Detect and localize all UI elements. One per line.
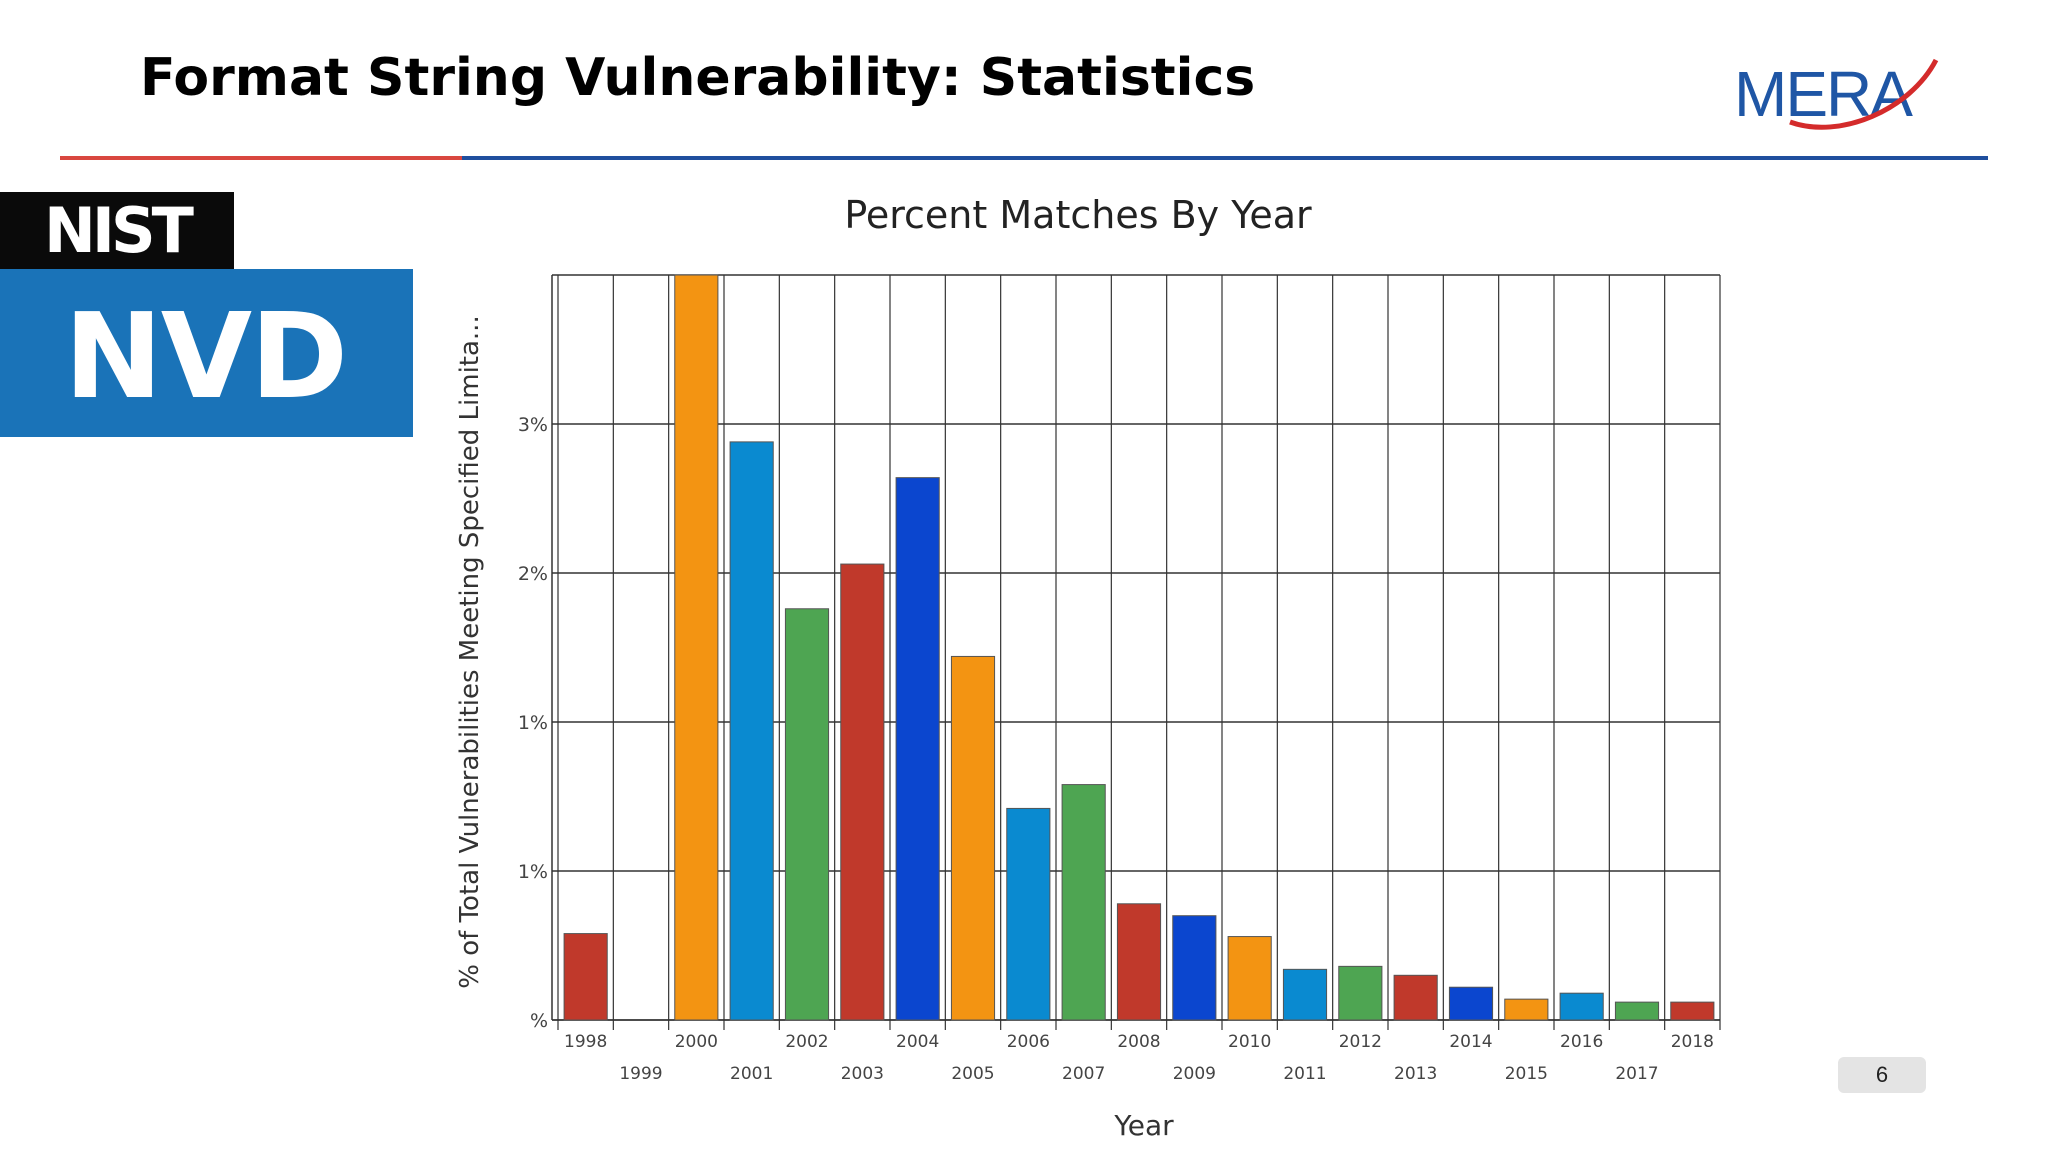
x-tick-label: 2002 (785, 1032, 828, 1052)
nvd-logo-text: NVD (64, 287, 346, 425)
x-tick-label: 2012 (1339, 1032, 1382, 1052)
bar-2007 (1061, 784, 1106, 1021)
nvd-logo: NVD (0, 269, 413, 437)
x-tick-label: 2008 (1117, 1032, 1160, 1052)
bar-2002 (784, 608, 830, 1021)
x-tick-label: 2018 (1671, 1032, 1714, 1052)
bar-2015 (1504, 998, 1549, 1021)
x-tick-label: 2014 (1449, 1032, 1492, 1052)
x-tick-label: 2015 (1505, 1064, 1548, 1084)
x-tick-label: 2010 (1228, 1032, 1271, 1052)
bar-2010 (1227, 936, 1272, 1021)
bar-2013 (1393, 974, 1438, 1021)
y-tick-label: 2% (518, 563, 548, 585)
x-tick-label: 2001 (730, 1064, 773, 1084)
x-tick-label: 2004 (896, 1032, 939, 1052)
mera-logo-swoosh (1789, 58, 1939, 130)
x-tick-label: 2005 (951, 1064, 994, 1084)
page-number: 6 (1838, 1057, 1926, 1093)
mera-logo: MERA (1734, 58, 1939, 130)
bars-layer (563, 274, 1715, 1021)
x-tick-label: 1999 (619, 1064, 662, 1084)
bar-2017 (1614, 1001, 1660, 1021)
x-tick-label: 2000 (675, 1032, 718, 1052)
x-tick-label: 1998 (564, 1032, 607, 1052)
x-tick-label: 2016 (1560, 1032, 1603, 1052)
bar-2005 (950, 655, 996, 1021)
x-tick-label: 2017 (1615, 1064, 1658, 1084)
bar-2009 (1172, 915, 1217, 1021)
bar-2018 (1670, 1001, 1715, 1021)
nist-logo: NIST (0, 192, 234, 269)
ticks-layer: % 1% 1% 2% 3% 1998 1999 2000 2001 2002 2003 2004 200… (518, 414, 1714, 1084)
bar-2006 (1006, 807, 1051, 1021)
bar-2008 (1116, 903, 1162, 1021)
chart-title: Percent Matches By Year (844, 193, 1312, 237)
bar-1998 (563, 933, 608, 1021)
header-rule-blue (462, 156, 1988, 160)
y-axis-label: % of Total Vulnerabilities Meeting Speci… (455, 315, 485, 988)
bar-2001 (729, 441, 774, 1021)
x-tick-label: 2007 (1062, 1064, 1105, 1084)
y-tick-label: 1% (518, 861, 548, 883)
bar-2014 (1448, 986, 1494, 1021)
bar-2016 (1559, 992, 1604, 1021)
x-tick-label: 2009 (1173, 1064, 1216, 1084)
bar-2000 (674, 274, 719, 1021)
y-tick-label: 3% (518, 414, 548, 436)
x-tick-label: 2013 (1394, 1064, 1437, 1084)
x-tick-label: 2003 (841, 1064, 884, 1084)
slide-title: Format String Vulnerability: Statistics (140, 48, 1256, 108)
x-axis-label: Year (1113, 1109, 1174, 1142)
header-rule-red (60, 156, 462, 160)
bar-2012 (1338, 965, 1383, 1021)
y-tick-label: % (530, 1010, 548, 1032)
nist-logo-text: NIST (44, 194, 194, 267)
bar-2003 (840, 563, 885, 1021)
y-tick-label: 1% (518, 712, 548, 734)
bar-2004 (895, 477, 940, 1021)
nist-logo-mark: NIST (44, 194, 198, 267)
x-tick-label: 2006 (1007, 1032, 1050, 1052)
bar-2011 (1282, 968, 1328, 1021)
x-tick-label: 2011 (1283, 1064, 1326, 1084)
mera-logo-text: MERA (1734, 58, 1913, 130)
